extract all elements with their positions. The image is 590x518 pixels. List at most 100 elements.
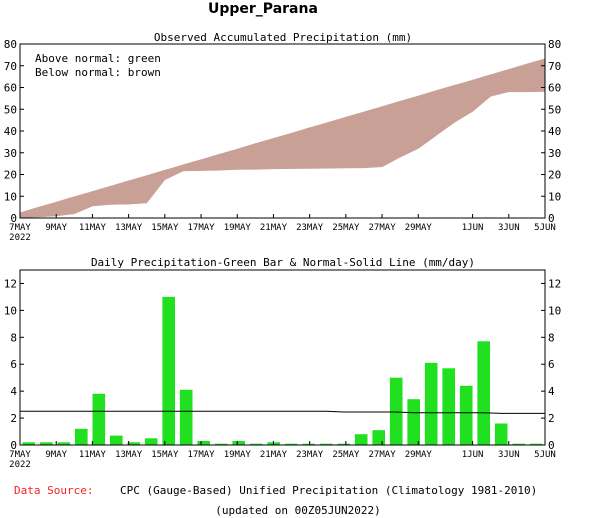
daily-precip-bar xyxy=(477,341,490,445)
bottom-y-tick-label: 8 xyxy=(10,331,17,344)
daily-precip-bar xyxy=(197,441,210,445)
accumulated-area-segment xyxy=(345,111,365,169)
daily-precip-bar xyxy=(162,296,175,445)
daily-precip-bar xyxy=(389,377,403,445)
top-y-tick-label: 70 xyxy=(4,60,17,73)
top-y-tick-label: 50 xyxy=(4,103,17,116)
daily-precip-bar xyxy=(232,441,245,445)
x-tick-label: 15MAY xyxy=(151,450,179,460)
daily-precip-bar xyxy=(127,442,141,445)
x-tick-label: 17MAY xyxy=(187,450,215,460)
x-tick-label: 1JUN xyxy=(462,450,484,460)
daily-precip-bar xyxy=(75,428,88,445)
bottom-chart-title: Daily Precipitation-Green Bar & Normal-S… xyxy=(91,256,475,269)
daily-precip-bar xyxy=(110,435,123,445)
accumulated-area-segment xyxy=(236,143,256,170)
top-y-tick-label: 50 xyxy=(548,103,561,116)
x-tick-label: 3JUN xyxy=(498,223,520,233)
bottom-y-tick-label: 8 xyxy=(548,331,555,344)
top-y-tick-label: 10 xyxy=(4,190,17,203)
accumulated-area-segment xyxy=(200,153,220,171)
top-y-tick-label: 80 xyxy=(4,38,17,51)
accumulated-area-segment xyxy=(146,169,166,204)
page-title: Upper_Parana xyxy=(208,1,318,17)
x-tick-label: 27MAY xyxy=(369,223,397,233)
accumulated-area-segment xyxy=(291,127,311,169)
accumulated-area-segment xyxy=(417,90,437,149)
accumulated-area-segment xyxy=(218,148,238,171)
accumulated-plot-area: 0 0 10 10 20 20 30 30 40 40 50 50 60 60 70 70 80 80 7MAY 9M… xyxy=(4,38,562,243)
bottom-y-tick-label: 6 xyxy=(548,358,555,371)
daily-precip-bar xyxy=(22,442,35,445)
accumulated-area-segment xyxy=(110,180,129,205)
daily-precip-bar xyxy=(284,443,298,445)
accumulated-area-segment xyxy=(74,191,93,215)
normal-line xyxy=(20,410,545,414)
data-source-label: Data Source: xyxy=(14,484,93,497)
top-y-tick-label: 30 xyxy=(548,147,561,160)
top-y-tick-label: 60 xyxy=(548,82,561,95)
x-tick-label: 5JUN xyxy=(534,223,556,233)
accumulated-area-segment xyxy=(526,58,546,93)
x-year-label: 2022 xyxy=(9,233,31,243)
accumulated-area-segment xyxy=(472,74,492,113)
daily-precip-bar xyxy=(92,393,106,445)
accumulated-area-segment xyxy=(381,100,401,168)
accumulated-area-segment xyxy=(363,106,383,169)
x-tick-label: 3JUN xyxy=(498,450,520,460)
daily-precip-bar xyxy=(459,385,473,445)
x-tick-label: 15MAY xyxy=(151,223,179,233)
x-tick-label: 19MAY xyxy=(224,450,252,460)
x-tick-label: 13MAY xyxy=(115,223,143,233)
accumulated-area-segment xyxy=(55,196,75,217)
bottom-y-tick-label: 6 xyxy=(10,358,17,371)
x-tick-label: 9MAY xyxy=(45,223,67,233)
accumulated-area-segment xyxy=(490,68,510,97)
accumulated-area-segment xyxy=(92,185,111,207)
daily-precip-bar xyxy=(337,443,350,445)
x-tick-label: 29MAY xyxy=(405,223,433,233)
daily-precip-bar xyxy=(179,389,193,445)
x-tick-label: 21MAY xyxy=(260,450,288,460)
daily-precip-bar xyxy=(530,443,543,445)
accumulated-area-segment xyxy=(128,175,147,205)
accumulated-area-segment xyxy=(273,132,292,170)
daily-precip-bar xyxy=(354,434,368,445)
bottom-plot-frame xyxy=(19,269,546,446)
daily-precip-bar xyxy=(144,438,158,445)
legend-above-normal: Above normal: green xyxy=(35,52,161,65)
bottom-y-tick-label: 0 xyxy=(10,439,17,452)
top-chart-title: Observed Accumulated Precipitation (mm) xyxy=(154,31,412,44)
daily-precip-bar xyxy=(57,442,71,445)
updated-text: (updated on 00Z05JUN2022) xyxy=(215,504,381,517)
x-year-label: 2022 xyxy=(9,460,31,470)
bottom-y-tick-label: 2 xyxy=(10,412,17,425)
bottom-y-tick-label: 10 xyxy=(4,304,17,317)
x-tick-label: 9MAY xyxy=(45,450,67,460)
bottom-y-tick-label: 4 xyxy=(548,385,555,398)
top-y-tick-label: 60 xyxy=(4,82,17,95)
x-tick-label: 19MAY xyxy=(224,223,252,233)
data-source-text: CPC (Gauge-Based) Unified Precipitation … xyxy=(120,484,537,497)
accumulated-area-segment xyxy=(37,201,57,218)
top-y-tick-label: 80 xyxy=(548,38,561,51)
daily-precip-bar xyxy=(249,443,263,445)
x-tick-label: 29MAY xyxy=(405,450,433,460)
x-tick-label: 1JUN xyxy=(462,223,484,233)
top-y-tick-label: 30 xyxy=(4,147,17,160)
daily-precip-bar xyxy=(319,443,333,445)
bottom-y-tick-label: 12 xyxy=(548,277,561,290)
x-tick-label: 23MAY xyxy=(296,223,324,233)
bottom-y-tick-label: 12 xyxy=(4,277,17,290)
top-y-tick-label: 20 xyxy=(548,169,561,182)
x-tick-label: 7MAY xyxy=(9,223,31,233)
daily-precip-bar xyxy=(372,430,385,445)
daily-precip-bar xyxy=(442,368,455,445)
top-y-tick-label: 70 xyxy=(548,60,561,73)
accumulated-area-segment xyxy=(399,95,419,158)
daily-plot-area: 0 0 2 2 4 4 6 6 8 8 10 10 12 12 7MAY 9MAY 11MAY 13MAY 15MA… xyxy=(4,277,562,470)
daily-precip-bar xyxy=(424,362,438,445)
top-y-tick-label: 40 xyxy=(4,125,17,138)
x-tick-label: 5JUN xyxy=(534,450,556,460)
daily-precip-bar xyxy=(512,443,526,445)
